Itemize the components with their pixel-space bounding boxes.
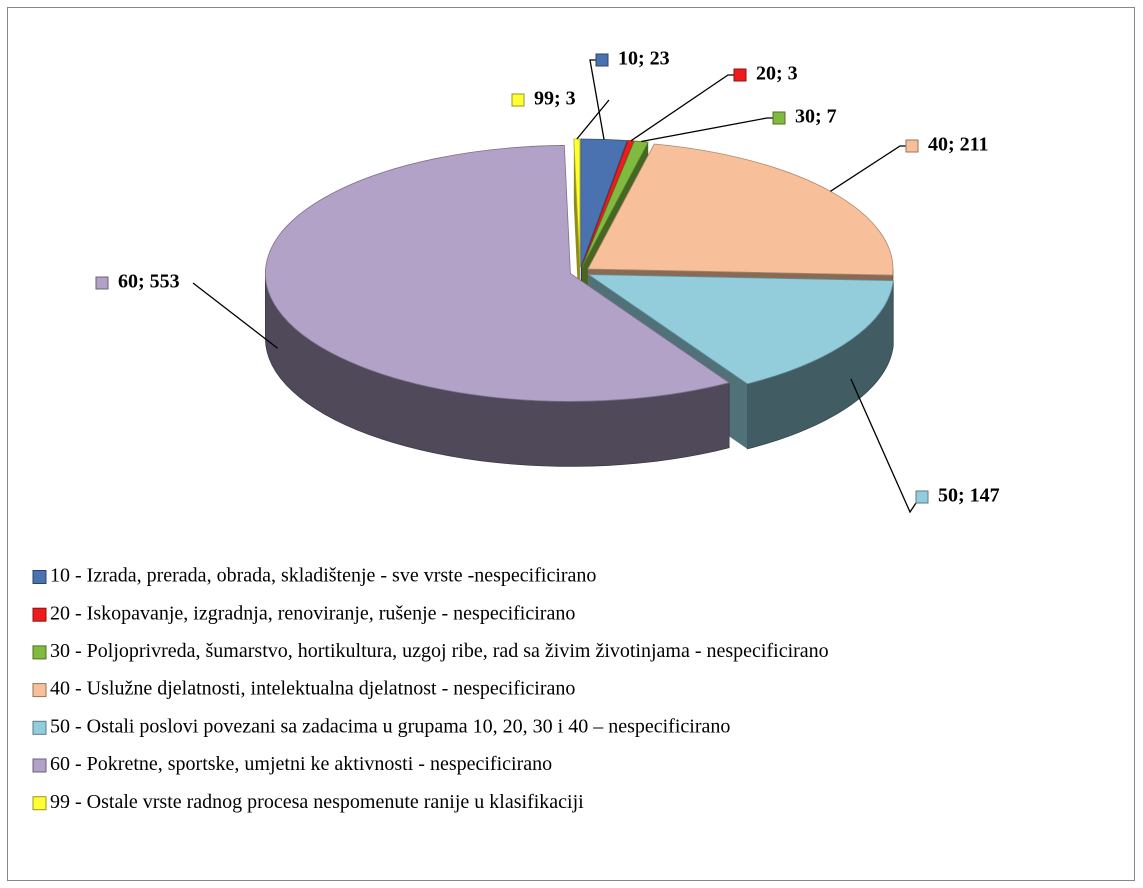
legend-swatch <box>32 796 47 811</box>
data-label: 30; 7 <box>795 106 837 128</box>
slice <box>265 145 731 402</box>
legend-swatch <box>32 570 47 584</box>
data-label-key <box>905 139 919 153</box>
data-label-key <box>915 490 929 504</box>
data-label: 10; 23 <box>618 48 670 70</box>
leader-line <box>192 282 278 349</box>
legend-label: 10 - Izrada, prerada, obrada, skladišten… <box>50 565 596 587</box>
slice <box>581 140 649 268</box>
data-label-key <box>733 68 747 82</box>
data-label-key <box>95 276 109 290</box>
legend-swatch <box>32 683 47 698</box>
data-label-key <box>772 111 786 125</box>
legend-swatch <box>32 645 47 660</box>
legend-label: 50 - Ostali poslovi povezani sa zadacima… <box>50 715 730 737</box>
slice <box>580 138 628 268</box>
slice <box>573 138 581 268</box>
legend-label: 60 - Pokretne, sportske, umjetni ke akti… <box>50 753 552 775</box>
slice <box>587 274 894 385</box>
data-label-key <box>595 53 609 67</box>
legend-label: 40 - Uslužne djelatnosti, intelektualna … <box>50 678 575 700</box>
legend-label: 99 - Ostale vrste radnog procesa nespome… <box>50 791 584 813</box>
data-label: 50; 147 <box>938 485 1000 507</box>
data-label: 99; 3 <box>534 88 576 110</box>
legend-swatch <box>32 720 47 735</box>
legend-swatch <box>32 758 47 773</box>
data-label: 60; 553 <box>118 271 180 293</box>
data-label: 40; 211 <box>928 134 989 156</box>
legend-label: 20 - Iskopavanje, izgradnja, renoviranje… <box>50 602 575 624</box>
legend-swatch <box>32 607 47 622</box>
leader-line <box>576 99 610 140</box>
data-label: 20; 3 <box>756 63 798 85</box>
data-label-key <box>511 93 525 107</box>
legend-label: 30 - Poljoprivreda, šumarstvo, hortikult… <box>50 640 829 662</box>
